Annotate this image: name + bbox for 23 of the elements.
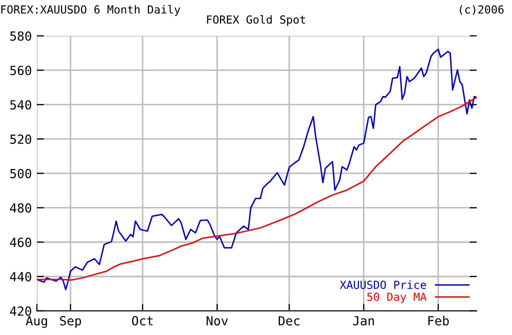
y-tick-label: 540	[10, 100, 32, 110]
x-tick-label: Oct	[132, 316, 153, 326]
x-tick-label: Nov	[206, 316, 228, 326]
y-tick-label: 440	[10, 272, 32, 282]
y-tick-label: 520	[10, 134, 32, 144]
chart-title: FOREX:XAUUSDO 6 Month Daily	[1, 5, 180, 16]
x-tick-label: Dec	[278, 316, 300, 326]
line-series	[36, 96, 477, 281]
y-tick-label: 580	[10, 31, 32, 41]
legend-label: 50 Day MA	[367, 292, 426, 304]
x-tick-label: Aug	[26, 316, 47, 328]
legend-label: XAUUSDO Price	[340, 280, 426, 290]
chart-subtitle: FOREX Gold Spot	[207, 15, 306, 26]
x-tick-label: Feb	[428, 316, 449, 326]
y-tick-label: 420	[10, 306, 32, 316]
y-tick-label: 460	[10, 238, 32, 248]
y-tick-label: 560	[10, 66, 32, 76]
text: (c)2006	[460, 5, 504, 15]
x-tick-label: Jan	[353, 316, 374, 326]
line-series	[36, 48, 477, 290]
y-tick-label: 500	[10, 168, 32, 178]
y-tick-label: 480	[10, 203, 32, 213]
x-tick-label: Sep	[60, 316, 82, 328]
